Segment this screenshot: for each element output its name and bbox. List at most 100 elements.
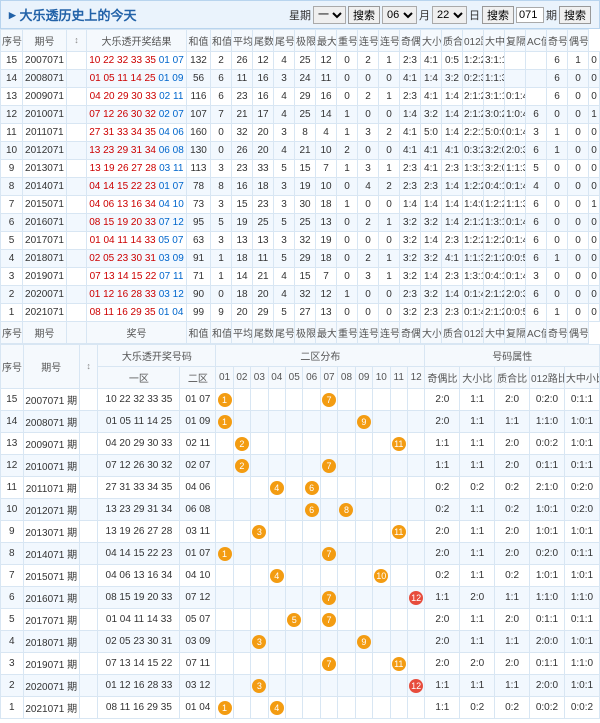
- col-header[interactable]: 和值: [187, 30, 211, 52]
- table-row: 5201707101 04 11 14 33 05 07633131333219…: [1, 232, 600, 250]
- ball-icon: 3: [252, 525, 266, 539]
- result-cell: 01 12 16 28 33 03 12: [87, 286, 187, 304]
- result-cell: 04 14 15 22 23 01 07: [87, 178, 187, 196]
- month-select[interactable]: 06: [382, 6, 417, 24]
- table-row: 2202007101 12 16 28 33 03 12900182043212…: [1, 286, 600, 304]
- col-header[interactable]: 平均值: [232, 30, 253, 52]
- col-header[interactable]: 最大间距: [316, 30, 337, 52]
- ball-icon: 7: [322, 547, 336, 561]
- table-row: 3201907107 13 14 15 22 07 11711142141570…: [1, 268, 600, 286]
- col-header[interactable]: 大中小比: [484, 30, 505, 52]
- result-cell: 02 05 23 30 31 03 09: [87, 250, 187, 268]
- col-header[interactable]: 大小比: [421, 30, 442, 52]
- ball-icon: 9: [357, 415, 371, 429]
- table-row: 122010071 期07 12 26 30 3202 07271:11:12:…: [1, 455, 600, 477]
- search-period-button[interactable]: 搜索: [559, 6, 591, 24]
- result-cell: 08 15 19 20 33 07 12: [87, 214, 187, 232]
- col-header[interactable]: 质合比: [442, 30, 463, 52]
- col-header[interactable]: 重号个数: [337, 30, 358, 52]
- table-row: 92013071 期13 19 26 27 2803 113112:01:12:…: [1, 521, 600, 543]
- ball-icon: 6: [305, 503, 319, 517]
- result-cell: 04 20 29 30 33 02 11: [87, 88, 187, 106]
- ball-icon: 7: [322, 657, 336, 671]
- result-cell: 07 13 14 15 22 07 11: [87, 268, 187, 286]
- table-row: 12021071 期08 11 16 29 3501 04141:10:20:2…: [1, 697, 600, 719]
- week-select[interactable]: 一: [313, 6, 346, 24]
- col-header[interactable]: 连号组数: [379, 30, 400, 52]
- table-row: 112011071 期27 31 33 34 3504 06460:20:20:…: [1, 477, 600, 499]
- ball-icon: 1: [218, 701, 232, 715]
- col-header[interactable]: 复隔中比: [505, 30, 526, 52]
- col-header[interactable]: 期号: [23, 30, 67, 52]
- table-row: 13200907104 20 29 30 33 02 1111662316429…: [1, 88, 600, 106]
- ball-icon: 7: [322, 591, 336, 605]
- table-row: 6201607108 15 19 20 33 07 12955192552513…: [1, 214, 600, 232]
- table-row: 102012071 期13 23 29 31 3406 08680:21:10:…: [1, 499, 600, 521]
- search-week-button[interactable]: 搜索: [348, 6, 380, 24]
- table-row: 82014071 期04 14 15 22 2301 07172:01:12:0…: [1, 543, 600, 565]
- result-cell: 04 06 13 16 34 04 10: [87, 196, 187, 214]
- ball-icon: 2: [235, 459, 249, 473]
- ball-icon: 10: [374, 569, 388, 583]
- result-cell: 07 12 26 30 32 02 07: [87, 106, 187, 124]
- result-cell: 13 23 29 31 34 06 08: [87, 142, 187, 160]
- table-row: 11201107127 31 33 34 35 04 0616003220384…: [1, 124, 600, 142]
- col-header[interactable]: AC值: [526, 30, 547, 52]
- page-title: 大乐透历史上的今天: [9, 5, 137, 24]
- table-row: 12201007107 12 26 30 32 02 0710772117425…: [1, 106, 600, 124]
- table-row: 8201407104 14 15 22 23 01 07788161831910…: [1, 178, 600, 196]
- ball-icon: 1: [218, 547, 232, 561]
- col-header[interactable]: 和值尾: [211, 30, 232, 52]
- ball-icon: 4: [270, 481, 284, 495]
- col-header[interactable]: 大乐透开奖结果: [87, 30, 187, 52]
- ball-icon: 7: [322, 459, 336, 473]
- col-header[interactable]: 偶号连续: [568, 30, 589, 52]
- col-header[interactable]: 尾号组数: [274, 30, 295, 52]
- result-cell: 01 04 11 14 33 05 07: [87, 232, 187, 250]
- result-cell: 08 11 16 29 35 01 04: [87, 304, 187, 322]
- stats-table-2: 序号期号↕大乐透开奖号码二区分布号码属性 一区二区010203040506070…: [0, 344, 600, 719]
- col-header[interactable]: 奇偶比: [400, 30, 421, 52]
- table-row: 15200707110 22 32 33 35 01 0713222612425…: [1, 52, 600, 70]
- result-cell: 27 31 33 34 35 04 06: [87, 124, 187, 142]
- result-cell: 13 19 26 27 28 03 11: [87, 160, 187, 178]
- ball-icon: 11: [392, 525, 406, 539]
- table-row: 22020071 期01 12 16 28 3303 123121:11:11:…: [1, 675, 600, 697]
- ball-icon: 1: [218, 393, 232, 407]
- search-date-button[interactable]: 搜索: [482, 6, 514, 24]
- col-header[interactable]: ↕: [67, 30, 87, 52]
- table-row: 152007071 期10 22 32 33 3501 07172:01:12:…: [1, 389, 600, 411]
- day-select[interactable]: 22: [432, 6, 467, 24]
- col-header[interactable]: 极限间距: [295, 30, 316, 52]
- stats-table-1: 序号期号↕大乐透开奖结果和值和值尾平均值尾数和值尾号组数极限间距最大间距重号个数…: [0, 29, 600, 344]
- table-row: 4201807102 05 23 30 31 03 09911181152918…: [1, 250, 600, 268]
- ball-icon: 4: [270, 569, 284, 583]
- table-row: 32019071 期07 13 14 15 2207 117112:02:02:…: [1, 653, 600, 675]
- table-row: 142008071 期01 05 11 14 2501 09192:01:11:…: [1, 411, 600, 433]
- table-row: 52017071 期01 04 11 14 3305 07572:01:12:0…: [1, 609, 600, 631]
- col-header[interactable]: 连号个数: [358, 30, 379, 52]
- ball-icon: 3: [252, 679, 266, 693]
- ball-icon: 6: [305, 481, 319, 495]
- search-controls: 星期 一 搜索 06 月 22 日 搜索 期 搜索: [289, 6, 591, 24]
- ball-icon: 11: [392, 437, 406, 451]
- result-cell: 10 22 32 33 35 01 07: [87, 52, 187, 70]
- ball-icon: 12: [409, 679, 423, 693]
- table-row: 14200807101 05 11 14 25 01 0956611163241…: [1, 70, 600, 88]
- page-header: 大乐透历史上的今天 星期 一 搜索 06 月 22 日 搜索 期 搜索: [0, 0, 600, 29]
- ball-icon: 3: [252, 635, 266, 649]
- table-row: 7201507104 06 13 16 34 04 10733152333018…: [1, 196, 600, 214]
- ball-icon: 7: [322, 613, 336, 627]
- ball-icon: 5: [287, 613, 301, 627]
- table-row: 132009071 期04 20 29 30 3302 112111:11:12…: [1, 433, 600, 455]
- col-header[interactable]: 序号: [1, 30, 23, 52]
- col-header[interactable]: 尾数和值: [253, 30, 274, 52]
- col-header[interactable]: 奇号连续: [547, 30, 568, 52]
- result-cell: 01 05 11 14 25 01 09: [87, 70, 187, 88]
- period-input[interactable]: [516, 7, 544, 23]
- table-row: 42018071 期02 05 23 30 3103 09392:01:11:1…: [1, 631, 600, 653]
- col-header[interactable]: 012路比: [463, 30, 484, 52]
- table-row: 72015071 期04 06 13 16 3404 104100:21:10:…: [1, 565, 600, 587]
- table-row: 10201207113 23 29 31 34 06 0813002620421…: [1, 142, 600, 160]
- table-row: 9201307113 19 26 27 28 03 11113323335157…: [1, 160, 600, 178]
